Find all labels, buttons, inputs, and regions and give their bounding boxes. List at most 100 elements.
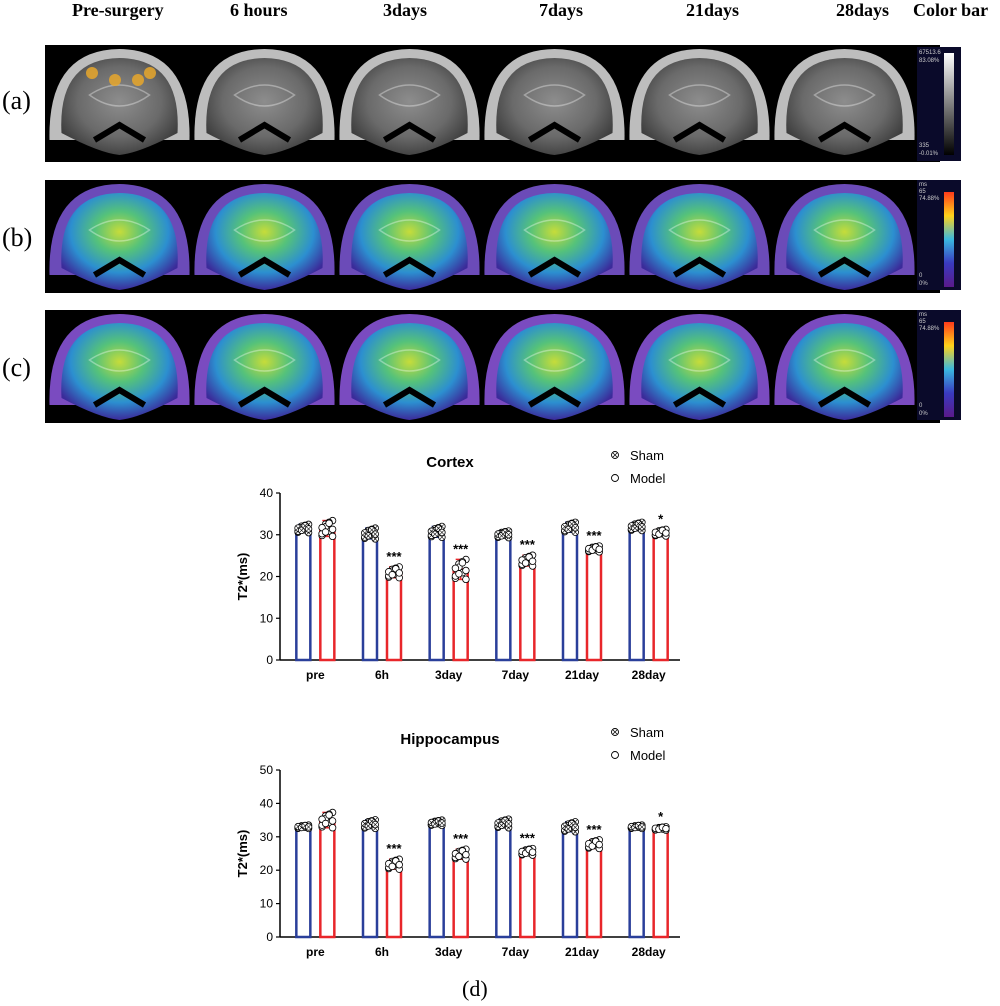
significance-label: ***	[453, 831, 469, 846]
significance-label: ***	[386, 549, 402, 564]
colorbar-a-top-value: 67513.6	[919, 50, 941, 56]
model-point	[528, 848, 537, 856]
model-point	[325, 519, 333, 527]
colorbar-c-top-percent: 74.88%	[919, 326, 940, 332]
y-tick-label: 30	[260, 830, 274, 844]
panel-d-label: (d)	[462, 976, 488, 1001]
chart-title: Cortex	[426, 454, 474, 471]
colorbar-a-gradient	[944, 53, 954, 155]
colorbar-a-top-percent: 83.08%	[919, 58, 940, 64]
brain-slice	[49, 184, 190, 290]
bar-model	[319, 527, 336, 662]
column-header-color-bar: Color bar	[913, 0, 989, 20]
model-point	[328, 824, 337, 832]
bar-model	[385, 862, 403, 939]
model-point	[451, 564, 460, 573]
row-label-c: (c)	[2, 353, 31, 382]
bar-sham	[428, 530, 445, 662]
brain-slice	[194, 49, 335, 155]
bar-model	[385, 571, 403, 662]
x-tick-label: pre	[306, 668, 325, 682]
brain-slice	[629, 314, 770, 420]
x-tick-label: pre	[306, 945, 325, 959]
roi-marker	[132, 74, 144, 86]
brain-slice	[49, 314, 190, 420]
column-header-21days: 21days	[686, 0, 740, 20]
roi-marker	[109, 74, 121, 86]
brain-slice	[339, 314, 480, 420]
bar-sham	[561, 825, 579, 939]
brain-slice	[774, 184, 915, 290]
model-point	[595, 840, 603, 849]
model-point	[458, 559, 467, 567]
significance-label: ***	[586, 528, 602, 543]
legend-marker-model	[611, 474, 619, 482]
model-point	[455, 570, 463, 578]
y-tick-label: 40	[260, 796, 274, 810]
bar-model	[585, 547, 603, 662]
legend-marker-model	[611, 751, 619, 759]
colorbar-c-bottom-percent: 0%	[919, 411, 928, 417]
model-point	[328, 817, 337, 825]
significance-label: ***	[520, 830, 536, 845]
bar-sham	[495, 533, 512, 662]
x-tick-label: 7day	[502, 668, 530, 682]
bar-model	[452, 852, 469, 939]
model-point	[388, 571, 396, 579]
brain-slice	[774, 49, 915, 155]
brain-slice	[629, 49, 770, 155]
significance-label: ***	[453, 541, 469, 556]
model-point	[462, 566, 470, 575]
model-point	[325, 811, 333, 819]
significance-label: ***	[386, 841, 402, 856]
brain-slice	[629, 184, 770, 290]
bar-sham	[628, 825, 645, 939]
model-point	[328, 525, 337, 534]
bar-sham	[628, 525, 645, 662]
colorbar-b-bottom-value: 0	[919, 273, 923, 279]
y-tick-label: 20	[260, 863, 274, 877]
colorbar-c-top-value: 65	[919, 319, 926, 325]
column-header-6-hours: 6 hours	[230, 0, 288, 20]
column-header-7days: 7days	[539, 0, 584, 20]
cortex-chart: Cortex 0 10 20 30 40 T2*(ms) pre 6h *** 3day *** 7da…	[235, 448, 680, 682]
legend-label-sham: Sham	[630, 448, 664, 463]
mri-row-b	[45, 180, 940, 293]
brain-slice	[339, 49, 480, 155]
brain-slice	[49, 49, 190, 155]
significance-label: ***	[586, 822, 602, 837]
y-tick-label: 40	[260, 486, 274, 500]
brain-slice	[194, 314, 335, 420]
y-axis-label: T2*(ms)	[235, 830, 250, 878]
colorbar-c-unit: ms	[919, 312, 927, 318]
x-tick-label: 28day	[632, 668, 666, 682]
legend-label-model: Model	[630, 748, 666, 763]
colorbar-a: 67513.6 83.08% 335 -0.01%	[917, 47, 961, 161]
y-tick-label: 0	[266, 653, 273, 667]
model-point	[595, 545, 603, 553]
brain-slice	[484, 314, 625, 420]
colorbar-a-bottom-percent: -0.01%	[919, 151, 939, 157]
x-tick-label: 6h	[375, 945, 389, 959]
x-tick-label: 7day	[502, 945, 530, 959]
model-point	[462, 851, 470, 859]
model-point	[321, 528, 330, 536]
bar-sham	[295, 825, 312, 939]
mri-row-c-images	[49, 314, 915, 420]
brain-slice	[339, 184, 480, 290]
roi-marker	[86, 67, 98, 79]
bar-model	[585, 842, 603, 939]
y-tick-label: 10	[260, 611, 274, 625]
mri-row-a-images	[49, 49, 915, 155]
bar-model	[519, 559, 536, 662]
model-point	[395, 569, 403, 577]
colorbar-a-bottom-value: 335	[919, 143, 930, 149]
bar-model	[652, 531, 669, 662]
legend-label-model: Model	[630, 471, 666, 486]
colorbar-b-top-value: 65	[919, 189, 926, 195]
y-tick-label: 20	[260, 570, 274, 584]
model-point	[528, 557, 537, 565]
bar-model	[652, 827, 669, 939]
brain-slice	[484, 49, 625, 155]
mri-row-b-images	[49, 184, 915, 290]
